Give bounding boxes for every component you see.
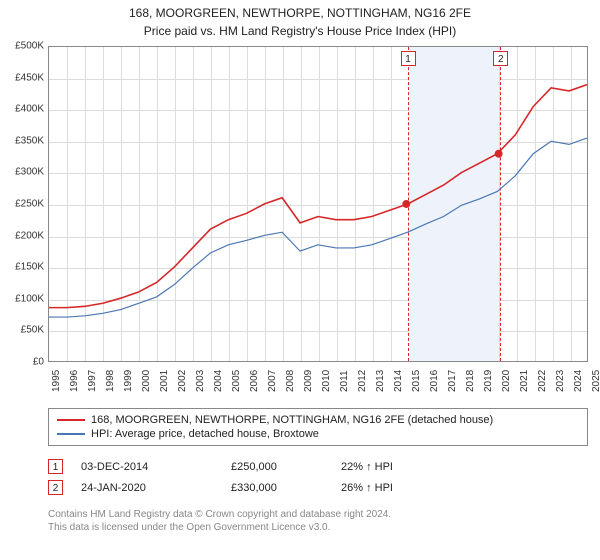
x-axis-label: 2024 [573, 370, 584, 392]
tx-marker-chip: 2 [48, 480, 63, 495]
x-axis-label: 2020 [501, 370, 512, 392]
marker-dot [495, 150, 503, 158]
tx-date: 03-DEC-2014 [81, 461, 231, 473]
x-axis-label: 2021 [519, 370, 530, 392]
x-axis-label: 2016 [429, 370, 440, 392]
chart-plot-area: 12 [48, 46, 588, 362]
x-axis-label: 2008 [285, 370, 296, 392]
table-row: 1 03-DEC-2014 £250,000 22% ↑ HPI [48, 456, 588, 477]
y-axis-label: £450K [2, 72, 44, 83]
x-axis-label: 1998 [105, 370, 116, 392]
x-axis-label: 1999 [123, 370, 134, 392]
x-axis-label: 2025 [591, 370, 600, 392]
x-axis-label: 2010 [321, 370, 332, 392]
legend-row: 168, MOORGREEN, NEWTHORPE, NOTTINGHAM, N… [57, 413, 579, 427]
y-axis-label: £200K [2, 230, 44, 241]
y-axis-label: £0 [2, 357, 44, 368]
legend-label-property: 168, MOORGREEN, NEWTHORPE, NOTTINGHAM, N… [91, 414, 493, 426]
series-line-property [49, 85, 587, 308]
tx-date: 24-JAN-2020 [81, 482, 231, 494]
footer-note: Contains HM Land Registry data © Crown c… [48, 508, 588, 534]
x-axis-label: 2018 [465, 370, 476, 392]
tx-marker-chip: 1 [48, 459, 63, 474]
chart-container: { "title": "168, MOORGREEN, NEWTHORPE, N… [0, 0, 600, 560]
legend-label-hpi: HPI: Average price, detached house, Brox… [91, 428, 319, 440]
y-axis-label: £350K [2, 135, 44, 146]
tx-price: £250,000 [231, 461, 341, 473]
x-axis-label: 2012 [357, 370, 368, 392]
legend-and-footer: 168, MOORGREEN, NEWTHORPE, NOTTINGHAM, N… [48, 408, 588, 534]
tx-price: £330,000 [231, 482, 341, 494]
x-axis-label: 2019 [483, 370, 494, 392]
legend-swatch-property [57, 419, 85, 421]
x-axis-label: 2005 [231, 370, 242, 392]
y-axis-label: £50K [2, 325, 44, 336]
transaction-table: 1 03-DEC-2014 £250,000 22% ↑ HPI 2 24-JA… [48, 456, 588, 498]
series-line-hpi [49, 138, 587, 317]
x-axis-label: 1995 [51, 370, 62, 392]
tx-pct: 22% ↑ HPI [341, 461, 461, 473]
x-axis-label: 2001 [159, 370, 170, 392]
x-axis-label: 2000 [141, 370, 152, 392]
x-axis-label: 2023 [555, 370, 566, 392]
legend-row: HPI: Average price, detached house, Brox… [57, 427, 579, 441]
y-axis-label: £250K [2, 199, 44, 210]
legend-swatch-hpi [57, 433, 85, 435]
x-axis-label: 2004 [213, 370, 224, 392]
y-axis-label: £400K [2, 104, 44, 115]
x-axis-label: 2014 [393, 370, 404, 392]
x-axis-label: 2002 [177, 370, 188, 392]
footer-line-1: Contains HM Land Registry data © Crown c… [48, 508, 588, 521]
table-row: 2 24-JAN-2020 £330,000 26% ↑ HPI [48, 477, 588, 498]
x-axis-label: 2009 [303, 370, 314, 392]
x-axis-label: 2013 [375, 370, 386, 392]
x-axis-label: 2003 [195, 370, 206, 392]
y-axis-label: £150K [2, 262, 44, 273]
marker-dot [402, 200, 410, 208]
tx-pct: 26% ↑ HPI [341, 482, 461, 494]
x-axis-label: 2017 [447, 370, 458, 392]
legend-box: 168, MOORGREEN, NEWTHORPE, NOTTINGHAM, N… [48, 408, 588, 446]
x-axis-label: 2015 [411, 370, 422, 392]
chart-lines [49, 47, 587, 361]
y-axis-label: £100K [2, 293, 44, 304]
x-axis-label: 2011 [339, 370, 350, 392]
x-axis-label: 2022 [537, 370, 548, 392]
x-axis-label: 2007 [267, 370, 278, 392]
x-axis-label: 1997 [87, 370, 98, 392]
y-axis-label: £500K [2, 41, 44, 52]
x-axis-label: 1996 [69, 370, 80, 392]
chart-subtitle: Price paid vs. HM Land Registry's House … [0, 22, 600, 38]
footer-line-2: This data is licensed under the Open Gov… [48, 521, 588, 534]
y-axis-label: £300K [2, 167, 44, 178]
x-axis-label: 2006 [249, 370, 260, 392]
chart-title: 168, MOORGREEN, NEWTHORPE, NOTTINGHAM, N… [0, 0, 600, 22]
